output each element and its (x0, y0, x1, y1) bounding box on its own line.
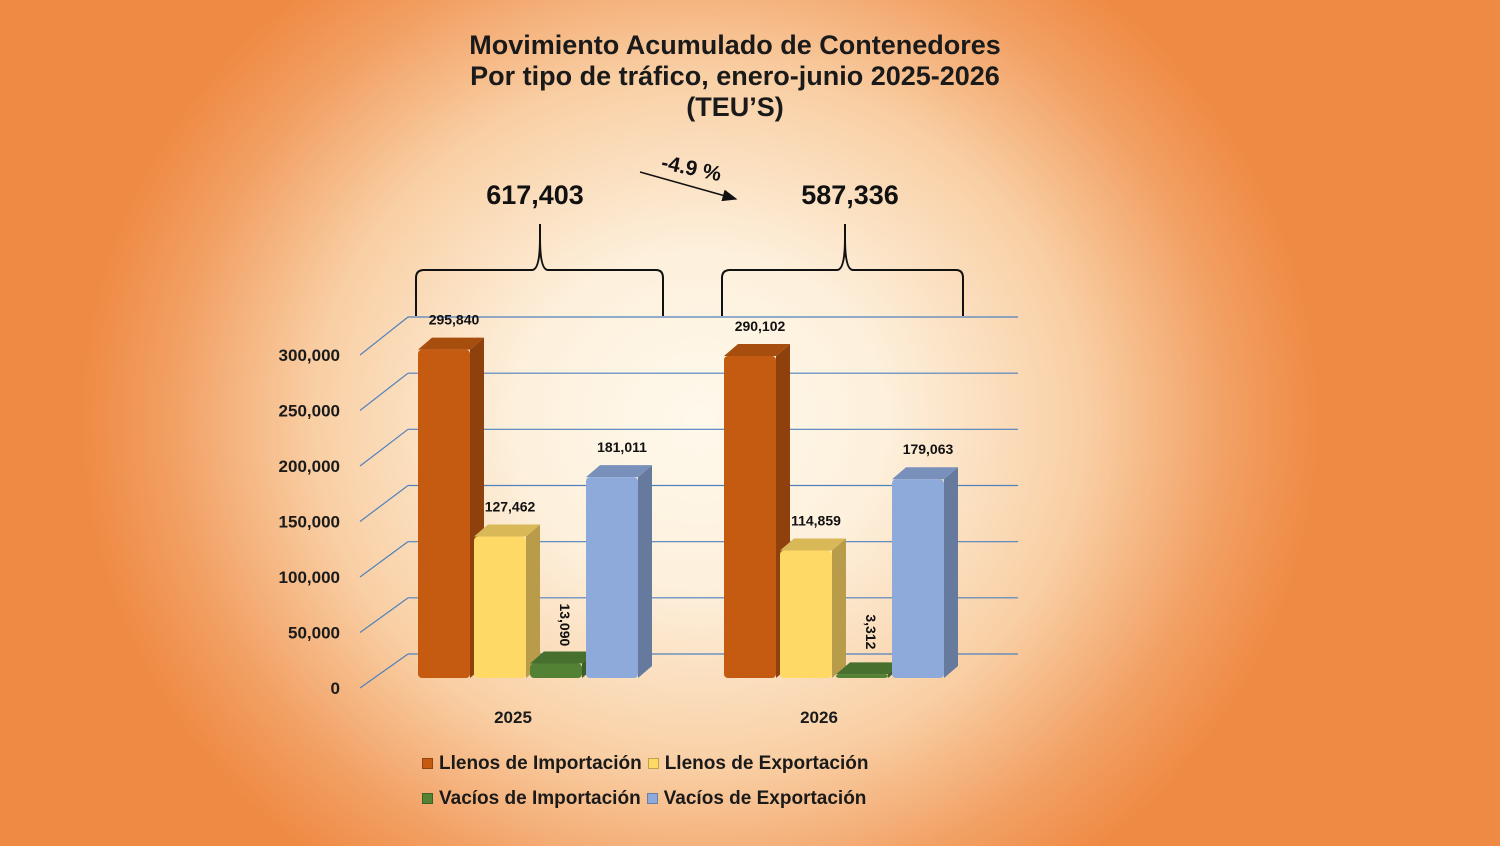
bars (418, 337, 958, 678)
change-arrow (639, 171, 738, 202)
legend-row-1: Llenos de Importación Llenos de Exportac… (422, 746, 942, 781)
bar-side (526, 524, 540, 678)
bar-front (836, 674, 888, 678)
legend-item-vacios-importacion: Vacíos de Importación (422, 788, 641, 810)
legend-swatch-llenos-importacion (422, 758, 433, 769)
legend-label-llenos-importacion: Llenos de Importación (439, 752, 642, 774)
title-line-3: (TEU’S) (686, 92, 784, 122)
y-tick-label: 100,000 (279, 568, 340, 587)
brace-2026 (721, 224, 964, 316)
bar-side (832, 538, 846, 678)
data-label: 127,462 (485, 499, 536, 515)
bar-side (638, 465, 652, 678)
y-tick-label: 250,000 (279, 402, 340, 421)
legend-item-vacios-exportacion: Vacíos de Exportación (646, 787, 867, 810)
bar (892, 467, 958, 678)
bar-top (836, 662, 902, 675)
legend: Llenos de Importación Llenos de Exportac… (422, 746, 942, 816)
data-label: 179,063 (903, 441, 954, 457)
total-2025-label: 617,403 (486, 180, 584, 210)
data-label: 290,102 (735, 318, 786, 334)
bar-top (780, 538, 846, 551)
bar (474, 524, 540, 678)
legend-item-llenos-exportacion: Llenos de Exportación (647, 752, 869, 775)
legend-swatch-vacios-exportacion (646, 793, 658, 804)
legend-row-2: Vacíos de Importación Vacíos de Exportac… (422, 781, 942, 816)
data-labels: 295,840 127,462 13,090 181,011 290,102 114,85… (429, 312, 954, 650)
gridline-depth (359, 653, 409, 689)
y-axis-tick-labels: 0 50,000 100,000 150,000 200,000 250,000 300,0… (279, 346, 340, 698)
bar-front (892, 479, 944, 678)
x-axis-tick-labels: 2025 2026 (494, 708, 838, 727)
bar-front (474, 536, 526, 678)
bar-front (724, 355, 776, 678)
data-label: 295,840 (429, 312, 480, 328)
gridline-depth (359, 485, 409, 522)
y-tick-label: 300,000 (279, 346, 340, 365)
gridline-depth (359, 316, 409, 356)
total-braces (415, 224, 964, 316)
legend-label-vacios-importacion: Vacíos de Importación (439, 787, 641, 809)
data-label: 181,011 (597, 439, 647, 455)
legend-label-llenos-exportacion: Llenos de Exportación (664, 752, 869, 774)
legend-label-vacios-exportacion: Vacíos de Exportación (663, 787, 867, 809)
change-percent-label: -4.9 % (659, 151, 723, 186)
gridline-depth (359, 541, 409, 578)
bar-front (418, 349, 470, 678)
bar (586, 465, 652, 678)
bar (780, 538, 846, 678)
y-tick-label: 0 (331, 679, 340, 698)
title-line-2: Por tipo de tráfico, enero-junio 2025-20… (470, 61, 1000, 91)
chart-title: Movimiento Acumulado de Contenedores Por… (0, 30, 1470, 123)
y-tick-label: 150,000 (279, 513, 340, 532)
bar-side (944, 467, 958, 678)
data-label: 13,090 (557, 603, 573, 646)
bar-front (530, 663, 582, 678)
legend-swatch-vacios-importacion (422, 793, 433, 804)
title-line-1: Movimiento Acumulado de Contenedores (469, 30, 1001, 60)
gridline-depth (359, 372, 409, 411)
bar-top (530, 651, 596, 664)
bar-front (780, 550, 832, 678)
legend-item-llenos-importacion: Llenos de Importación (422, 753, 642, 775)
y-tick-label: 200,000 (279, 457, 340, 476)
bar-top (474, 524, 540, 537)
bar-top (418, 337, 484, 350)
x-tick-label: 2026 (800, 708, 838, 727)
legend-swatch-llenos-exportacion (647, 758, 659, 769)
gridline-depth (359, 597, 409, 633)
bar-top (586, 465, 652, 478)
bar-top (724, 343, 790, 356)
x-tick-label: 2025 (494, 708, 532, 727)
brace-2025 (415, 224, 664, 316)
bar-top (892, 467, 958, 480)
data-label: 3,312 (863, 614, 879, 649)
bar (724, 343, 790, 678)
data-label: 114,859 (791, 513, 841, 529)
gridline-depth (359, 428, 409, 467)
bar-front (586, 477, 638, 678)
total-2026-label: 587,336 (801, 180, 899, 210)
y-tick-label: 50,000 (288, 624, 340, 643)
